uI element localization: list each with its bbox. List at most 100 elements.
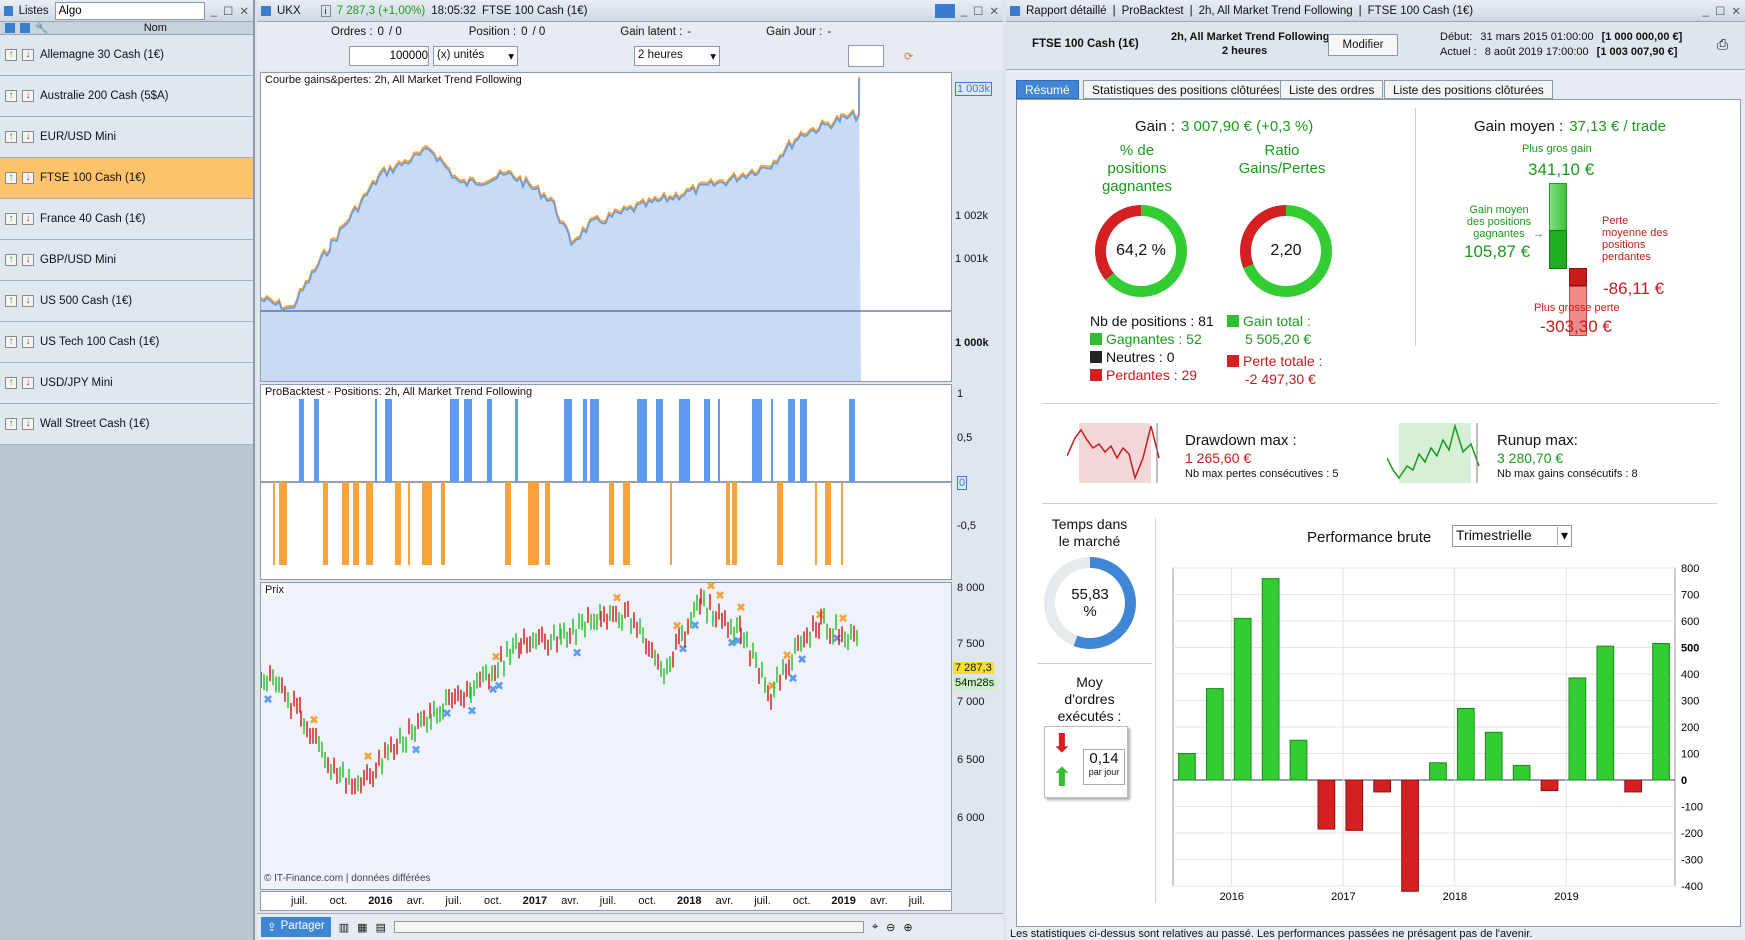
performance-bar — [1401, 779, 1419, 892]
perf-period-select[interactable]: Trimestrielle ▾ — [1452, 525, 1572, 547]
column-name[interactable]: Nom — [143, 22, 167, 34]
sell-icon[interactable]: ↓ — [22, 90, 34, 102]
refresh-icon[interactable]: ⟳ — [904, 50, 914, 63]
minimize-icon[interactable]: _ — [1702, 4, 1710, 17]
pct-winning-value: 64,2 % — [1116, 242, 1166, 259]
pm-neg-line4: perdantes — [1602, 251, 1651, 263]
symbol[interactable]: UKX — [277, 4, 301, 17]
sell-icon[interactable]: ↓ — [22, 131, 34, 143]
info-icon[interactable]: i — [320, 4, 331, 17]
watchlist-rows: ↑ ↓ Allemagne 30 Cash (1€) ↑ ↓ Australie 200 … — [0, 35, 253, 445]
buy-icon[interactable]: ↑ — [5, 418, 17, 430]
strategy-icon[interactable] — [848, 45, 884, 67]
indicators-icon[interactable]: ▥ — [338, 921, 350, 934]
buy-icon[interactable]: ↑ — [5, 336, 17, 348]
period-select[interactable]: 2 heures ▾ — [634, 46, 720, 66]
buy-icon[interactable]: ↑ — [5, 90, 17, 102]
watchlist-row[interactable]: ↑ ↓ France 40 Cash (1€) — [0, 199, 253, 240]
unit-select[interactable]: (x) unités ▾ — [433, 46, 518, 66]
y-tick-label: -100 — [1681, 802, 1703, 814]
sell-icon[interactable]: ↓ — [22, 254, 34, 266]
quantity-input[interactable] — [349, 46, 429, 66]
watchlist-row[interactable]: ↑ ↓ Australie 200 Cash (5$A) — [0, 76, 253, 117]
drawing-icon[interactable]: ▤ — [375, 921, 386, 934]
sell-icon[interactable]: ↓ — [22, 213, 34, 225]
buy-icon[interactable]: ↑ — [5, 377, 17, 389]
wrench-icon[interactable]: 🔧 — [35, 22, 49, 35]
watchlist-row[interactable]: ↑ ↓ US 500 Cash (1€) — [0, 281, 253, 322]
watchlist-row[interactable]: ↑ ↓ Allemagne 30 Cash (1€) — [0, 35, 253, 76]
y-tick-label: 600 — [1681, 616, 1699, 628]
sell-icon[interactable]: ↓ — [22, 49, 34, 61]
watchlist-tab[interactable]: Listes — [18, 4, 49, 17]
instrument-label: FTSE 100 Cash (1€) — [40, 172, 146, 184]
watchlist-row[interactable]: ↑ ↓ USD/JPY Mini — [0, 363, 253, 404]
watchlist-row[interactable]: ↑ ↓ FTSE 100 Cash (1€) — [0, 158, 253, 199]
tdm-donut-hole: 55,83% — [1055, 568, 1125, 638]
tab-orders[interactable]: Liste des ordres — [1280, 80, 1384, 99]
minimize-icon[interactable]: _ — [210, 4, 218, 17]
equity-chart[interactable]: Courbe gains&pertes: 2h, All Market Tren… — [260, 72, 952, 382]
buy-icon[interactable]: ↑ — [5, 49, 17, 61]
calculator-icon[interactable]: ▦ — [357, 921, 368, 934]
close-icon[interactable]: ✕ — [239, 5, 249, 18]
modify-button[interactable]: Modifier — [1328, 34, 1398, 56]
long-position-bar — [299, 399, 304, 482]
long-position-bar — [849, 399, 855, 482]
zoom-fit-icon[interactable]: ⌖ — [871, 920, 879, 933]
watchlist-row[interactable]: ↑ ↓ EUR/USD Mini — [0, 117, 253, 158]
maximize-icon[interactable]: ☐ — [223, 5, 234, 18]
buy-icon[interactable]: ↑ — [5, 172, 17, 184]
scrollbar[interactable] — [393, 921, 864, 933]
watchlist-row[interactable]: ↑ ↓ Wall Street Cash (1€) — [0, 404, 253, 445]
long-position-bar — [788, 399, 795, 482]
equity-curve — [261, 77, 951, 381]
buy-icon[interactable]: ↑ — [5, 131, 17, 143]
add-icon[interactable] — [5, 23, 15, 33]
position-count: 0 — [521, 26, 528, 38]
positions-chart[interactable]: ProBacktest - Positions: 2h, All Market … — [260, 384, 952, 580]
price-chart[interactable]: ✖ ✖ ✖ ✖ ✖ ✖ ✖ ✖ ✖ ✖ ✖ ✖ ✖ ✖ ✖ ✖ ✖ ✖ ✖ ✖ ✖ ✖ ✖ ✖ ✖ ✖ Prix © IT-Fin… — [260, 582, 952, 890]
pm-neg-line1: Perte — [1602, 215, 1629, 227]
buy-icon[interactable]: ↑ — [5, 213, 17, 225]
watchlist-search[interactable] — [54, 1, 205, 20]
maximize-icon[interactable]: ☐ — [1715, 5, 1726, 18]
minimize-icon[interactable]: _ — [960, 4, 968, 17]
share-button[interactable]: ⇪ Partager — [261, 917, 331, 937]
runup-sparkline — [1387, 423, 1480, 483]
watchlist-row[interactable]: ↑ ↓ US Tech 100 Cash (1€) — [0, 322, 253, 363]
zoom-in-icon[interactable]: ⊕ — [903, 921, 913, 934]
instrument-name: FTSE 100 Cash (1€) — [481, 4, 588, 17]
report-panel: Rapport détaillé | ProBacktest | 2h, All M… — [1006, 0, 1745, 940]
zoom-out-icon[interactable]: ⊖ — [886, 921, 896, 934]
time-axis-label: avr. — [406, 895, 425, 907]
buy-icon[interactable]: ↑ — [5, 254, 17, 266]
short-position-bar — [353, 482, 359, 565]
sell-icon[interactable]: ↓ — [22, 172, 34, 184]
tab-closed-positions[interactable]: Liste des positions clôturées — [1384, 80, 1553, 99]
print-icon[interactable]: ⎙ — [1717, 36, 1729, 52]
sell-icon[interactable]: ↓ — [22, 418, 34, 430]
sell-icon[interactable]: ↓ — [22, 336, 34, 348]
close-icon[interactable]: ✕ — [1731, 5, 1741, 18]
sell-icon[interactable]: ↓ — [22, 377, 34, 389]
maximize-icon[interactable]: ☐ — [973, 5, 984, 18]
orders-per-day-sub: par jour — [1088, 767, 1120, 777]
time-axis-label: juil. — [599, 895, 617, 907]
short-position-bar — [777, 482, 783, 565]
remove-icon[interactable] — [20, 23, 30, 33]
tab-resume[interactable]: Résumé — [1016, 80, 1079, 99]
sell-icon[interactable]: ↓ — [22, 295, 34, 307]
order-status-bar: Ordres : 0 / 0 Position : 0 / 0 Gain lat… — [257, 22, 1003, 42]
ordres-total: / 0 — [388, 26, 402, 38]
order-entry-bar: (x) unités ▾ 2 heures ▾ ⟳ — [257, 42, 1003, 70]
long-position-bar — [637, 399, 647, 482]
ordres-count: 0 — [377, 26, 384, 38]
watchlist-row[interactable]: ↑ ↓ GBP/USD Mini — [0, 240, 253, 281]
close-icon[interactable]: ✕ — [989, 5, 999, 18]
buy-icon[interactable]: ↑ — [5, 295, 17, 307]
tab-stats[interactable]: Statistiques des positions clôturées — [1083, 80, 1289, 99]
gain-label: Gain : — [1135, 118, 1176, 135]
keyboard-icon[interactable] — [934, 3, 955, 18]
tdm-title: Temps dans le marché — [1027, 516, 1152, 550]
